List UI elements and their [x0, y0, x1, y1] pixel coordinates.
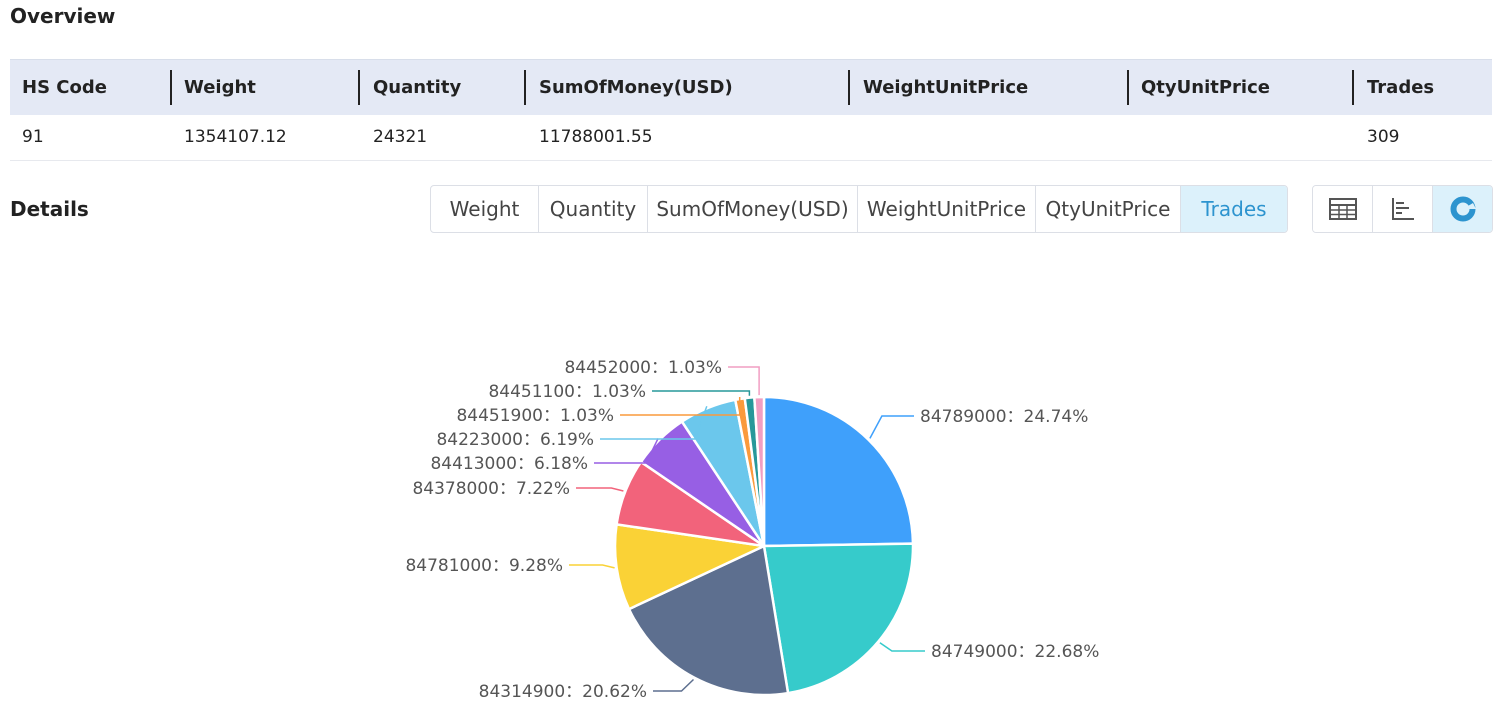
pie-label-84781000: 84781000：9.28% [405, 556, 563, 576]
pie-leader-line [869, 415, 914, 439]
header-quantity: Quantity [373, 77, 462, 98]
column-divider[interactable] [170, 70, 172, 105]
cell-weight: 1354107.12 [184, 127, 287, 147]
tab-quantity[interactable]: Quantity [539, 186, 648, 232]
column-divider[interactable] [524, 70, 526, 105]
pie-slice-84789000[interactable] [762, 395, 915, 548]
pie-leader-line [653, 678, 695, 692]
pie-slice-84749000[interactable] [762, 542, 915, 695]
view-switcher [1312, 185, 1493, 233]
pie-label-84789000: 84789000：24.74% [920, 407, 1088, 427]
overview-table-header: HS Code Weight Quantity SumOfMoney(USD) … [10, 59, 1492, 115]
pie-view-button[interactable] [1433, 186, 1492, 232]
column-divider[interactable] [1127, 70, 1129, 105]
pie-label-84451900: 84451900：1.03% [456, 406, 614, 426]
pie-label-84413000: 84413000：6.18% [430, 454, 588, 474]
pie-label-84452000: 84452000：1.03% [564, 358, 722, 378]
pie-label-84314900: 84314900：20.62% [479, 682, 647, 702]
header-qty-unit-price: QtyUnitPrice [1141, 77, 1270, 98]
pie-label-84749000: 84749000：22.68% [931, 642, 1099, 662]
bar-chart-icon [1391, 198, 1414, 220]
pie-slice-84781000[interactable] [613, 522, 769, 611]
metric-tabs: Weight Quantity SumOfMoney(USD) WeightUn… [430, 185, 1288, 233]
header-weight-unit-price: WeightUnitPrice [863, 77, 1029, 98]
table-view-button[interactable] [1313, 186, 1373, 232]
details-title: Details [10, 197, 89, 221]
header-hs-code: HS Code [22, 77, 107, 98]
overview-title: Overview [10, 4, 116, 28]
pie-leader-line [594, 438, 659, 464]
column-divider[interactable] [1352, 70, 1354, 105]
tab-sum-of-money[interactable]: SumOfMoney(USD) [648, 186, 858, 232]
tab-weight[interactable]: Weight [431, 186, 539, 232]
cell-quantity: 24321 [373, 127, 428, 147]
pie-label-84451100: 84451100：1.03% [488, 382, 646, 402]
column-divider[interactable] [358, 70, 360, 105]
cell-hs-code: 91 [22, 127, 44, 147]
pie-slice-84452000[interactable] [753, 395, 766, 547]
pie-chart-icon [1450, 196, 1476, 222]
cell-trades: 309 [1367, 127, 1400, 147]
header-sum-of-money: SumOfMoney(USD) [539, 77, 733, 98]
pie-leader-line [569, 564, 615, 569]
pie-leader-line [600, 406, 708, 440]
pie-leader-line [652, 390, 751, 396]
bar-view-button[interactable] [1373, 186, 1433, 232]
pie-label-84223000: 84223000：6.19% [436, 430, 594, 450]
pie-leader-line [620, 397, 741, 416]
pie-label-84378000: 84378000：7.22% [412, 479, 570, 499]
table-row: 91 1354107.12 24321 11788001.55 309 [10, 114, 1492, 161]
tab-weight-unit-price[interactable]: WeightUnitPrice [858, 186, 1036, 232]
cell-sum-of-money: 11788001.55 [539, 127, 653, 147]
tab-qty-unit-price[interactable]: QtyUnitPrice [1036, 186, 1181, 232]
pie-leader-line [576, 487, 624, 492]
header-trades: Trades [1367, 77, 1435, 98]
tab-trades[interactable]: Trades [1181, 186, 1287, 232]
pie-leader-line [879, 642, 925, 652]
overview-table: HS Code Weight Quantity SumOfMoney(USD) … [10, 59, 1492, 161]
pie-slice-84314900[interactable] [627, 544, 790, 697]
table-icon [1328, 198, 1357, 220]
pie-leader-line [728, 366, 760, 396]
column-divider[interactable] [848, 70, 850, 105]
header-weight: Weight [184, 77, 256, 98]
